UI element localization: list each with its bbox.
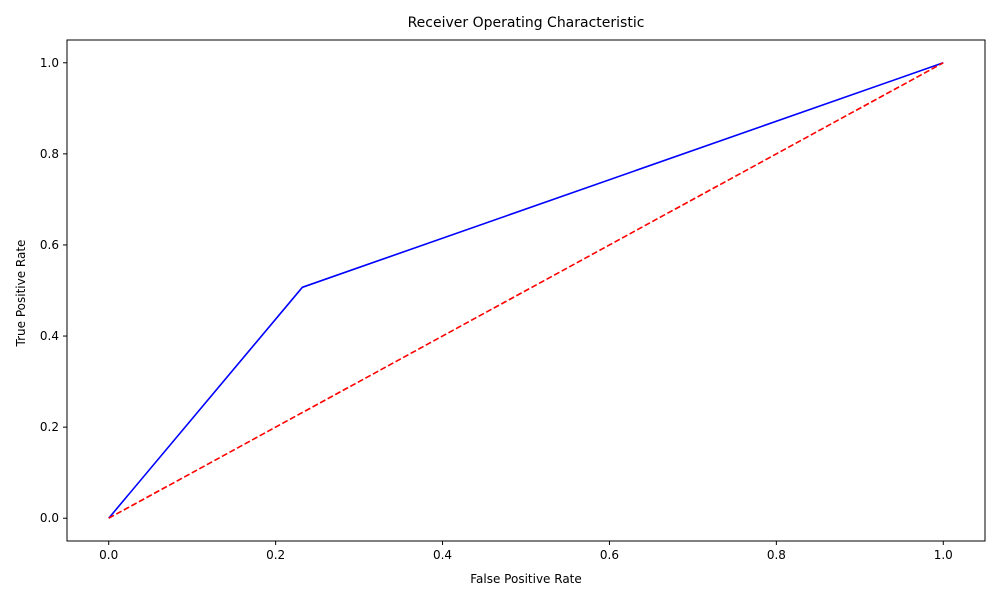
- x-tick-label: 0.6: [600, 548, 619, 562]
- y-tick-label: 0.4: [40, 329, 59, 343]
- x-tick-label: 0.4: [433, 548, 452, 562]
- plot-area: [66, 39, 986, 542]
- chart-title: Receiver Operating Characteristic: [408, 15, 645, 31]
- plot-frame: [66, 39, 986, 542]
- series-line-2: [108, 62, 944, 519]
- y-tick-label: 0.8: [40, 147, 59, 161]
- y-tick-label: 0.0: [40, 511, 59, 525]
- y-tick-label: 1.0: [40, 56, 59, 70]
- x-tick-label: 0.0: [99, 548, 118, 562]
- y-axis-label: True Positive Rate: [14, 240, 28, 348]
- x-axis-label: False Positive Rate: [470, 572, 582, 586]
- x-tick-label: 1.0: [934, 548, 953, 562]
- x-tick-label: 0.2: [266, 548, 285, 562]
- y-tick-label: 0.2: [40, 420, 59, 434]
- series-layer: [108, 62, 944, 519]
- x-tick-label: 0.8: [767, 548, 786, 562]
- x-axis-ticks: 0.0 0.2 0.4 0.6 0.8 1.0: [99, 541, 953, 562]
- y-tick-label: 0.6: [40, 238, 59, 252]
- y-axis-ticks: 0.0 0.2 0.4 0.6 0.8 1.0: [40, 56, 67, 525]
- series-line-1: [108, 62, 944, 519]
